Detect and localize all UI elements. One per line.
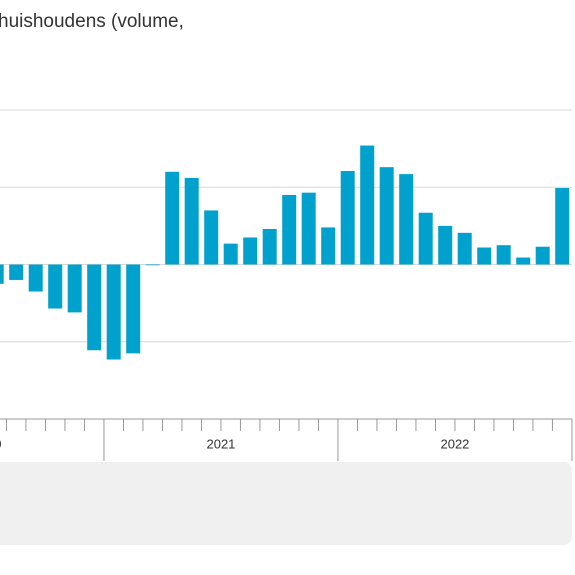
- navigator: [0, 462, 572, 545]
- chart-title: huishoudens (volume,: [0, 11, 184, 32]
- bar: [379, 167, 394, 265]
- bar: [165, 171, 180, 265]
- bar: [340, 171, 355, 265]
- bar: [418, 212, 433, 265]
- bar: [87, 264, 102, 351]
- bar: [67, 264, 82, 313]
- bar: [243, 237, 258, 265]
- bar: [555, 188, 570, 265]
- bar: [496, 245, 511, 265]
- bar: [0, 264, 4, 284]
- bar: [145, 264, 160, 266]
- bar: [477, 247, 492, 265]
- bar: [399, 174, 414, 265]
- bar: [535, 246, 550, 265]
- x-tick-label: 2022: [440, 436, 469, 451]
- x-tick-label: 2020: [0, 436, 1, 451]
- x-tick-label: 2021: [206, 436, 235, 451]
- bar: [360, 145, 375, 265]
- bar: [262, 228, 277, 265]
- bar: [126, 264, 141, 354]
- bar: [516, 257, 531, 265]
- bar: [457, 232, 472, 265]
- bar: [223, 243, 238, 265]
- bar: [204, 210, 219, 265]
- bar: [106, 264, 121, 360]
- bar: [301, 192, 316, 265]
- bar: [438, 225, 453, 265]
- bar: [321, 227, 336, 265]
- bar: [282, 194, 297, 265]
- bar: [28, 264, 43, 292]
- bar: [184, 177, 199, 265]
- bar: [9, 264, 24, 280]
- bar: [48, 264, 63, 309]
